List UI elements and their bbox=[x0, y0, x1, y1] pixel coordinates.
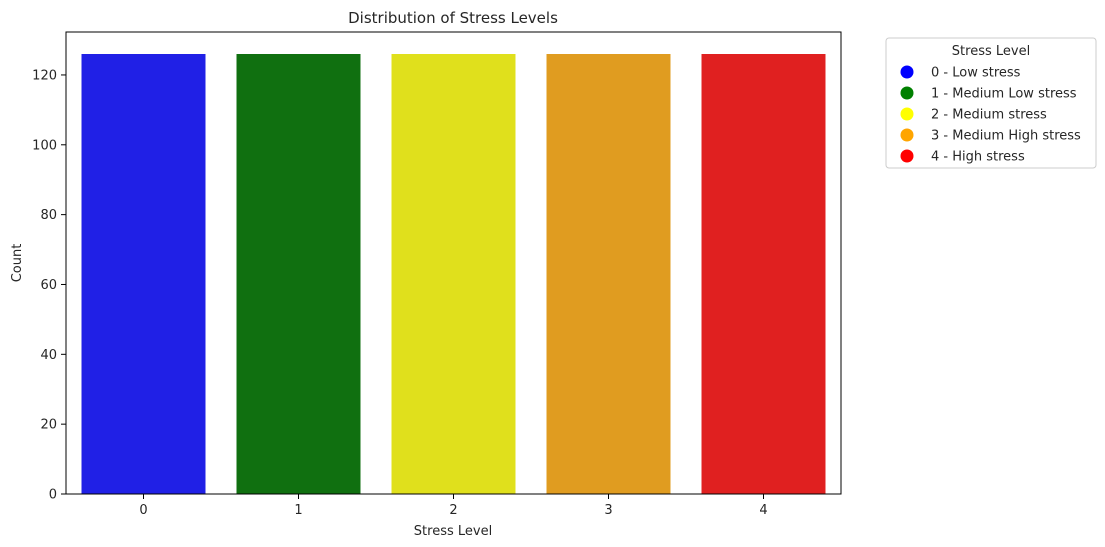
x-tick-label-1: 1 bbox=[294, 503, 302, 518]
bar-3 bbox=[546, 54, 671, 494]
y-tick-label-100: 100 bbox=[32, 138, 57, 153]
legend-frame bbox=[885, 37, 1097, 169]
x-tick-label-4: 4 bbox=[759, 503, 767, 518]
bars-group bbox=[81, 54, 826, 494]
legend: Stress Level 0 - Low stress 1 - Medium Lo… bbox=[885, 37, 1097, 169]
y-axis: 0 20 40 60 80 100 120 bbox=[32, 68, 66, 503]
legend-marker-3 bbox=[900, 128, 914, 142]
y-tick-label-20: 20 bbox=[40, 418, 57, 433]
x-tick-label-2: 2 bbox=[449, 503, 457, 518]
y-tick-label-40: 40 bbox=[40, 348, 57, 363]
y-axis-label: Count bbox=[10, 244, 25, 283]
bar-0 bbox=[81, 54, 206, 494]
legend-marker-1 bbox=[900, 86, 914, 100]
legend-marker-4 bbox=[900, 149, 914, 163]
legend-title: Stress Level bbox=[952, 44, 1030, 59]
legend-label-1: 1 - Medium Low stress bbox=[931, 87, 1077, 102]
x-axis: 0 1 2 3 4 bbox=[139, 494, 768, 518]
legend-marker-2 bbox=[900, 107, 914, 121]
bar-1 bbox=[236, 54, 361, 494]
bar-2 bbox=[391, 54, 516, 494]
legend-label-3: 3 - Medium High stress bbox=[931, 129, 1081, 144]
legend-label-0: 0 - Low stress bbox=[931, 66, 1021, 81]
bar-4 bbox=[701, 54, 826, 494]
legend-label-2: 2 - Medium stress bbox=[931, 108, 1047, 123]
legend-entries: 0 - Low stress 1 - Medium Low stress 2 - M… bbox=[900, 65, 1081, 165]
y-tick-label-120: 120 bbox=[32, 68, 57, 83]
y-tick-label-60: 60 bbox=[40, 278, 57, 293]
legend-label-4: 4 - High stress bbox=[931, 150, 1025, 165]
x-axis-label: Stress Level bbox=[414, 524, 492, 539]
legend-marker-0 bbox=[900, 65, 914, 79]
y-tick-label-80: 80 bbox=[40, 208, 57, 223]
x-tick-label-3: 3 bbox=[604, 503, 612, 518]
x-tick-label-0: 0 bbox=[139, 503, 147, 518]
chart-title: Distribution of Stress Levels bbox=[348, 9, 558, 27]
y-tick-label-0: 0 bbox=[49, 488, 57, 503]
